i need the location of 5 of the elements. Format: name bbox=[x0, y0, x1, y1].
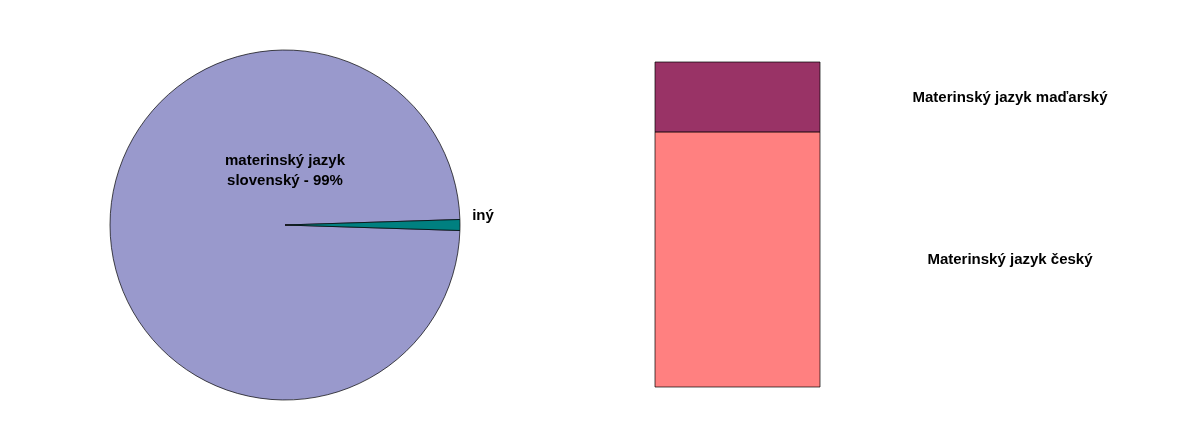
slice-label: iný bbox=[472, 206, 495, 223]
text: Materinský jazyk český bbox=[927, 250, 1094, 268]
pie-slice bbox=[109, 49, 461, 401]
text: Materinský jazyk maďarský bbox=[912, 87, 1109, 105]
slice-label: materinský jazyk slovenský - 99% bbox=[224, 151, 346, 188]
